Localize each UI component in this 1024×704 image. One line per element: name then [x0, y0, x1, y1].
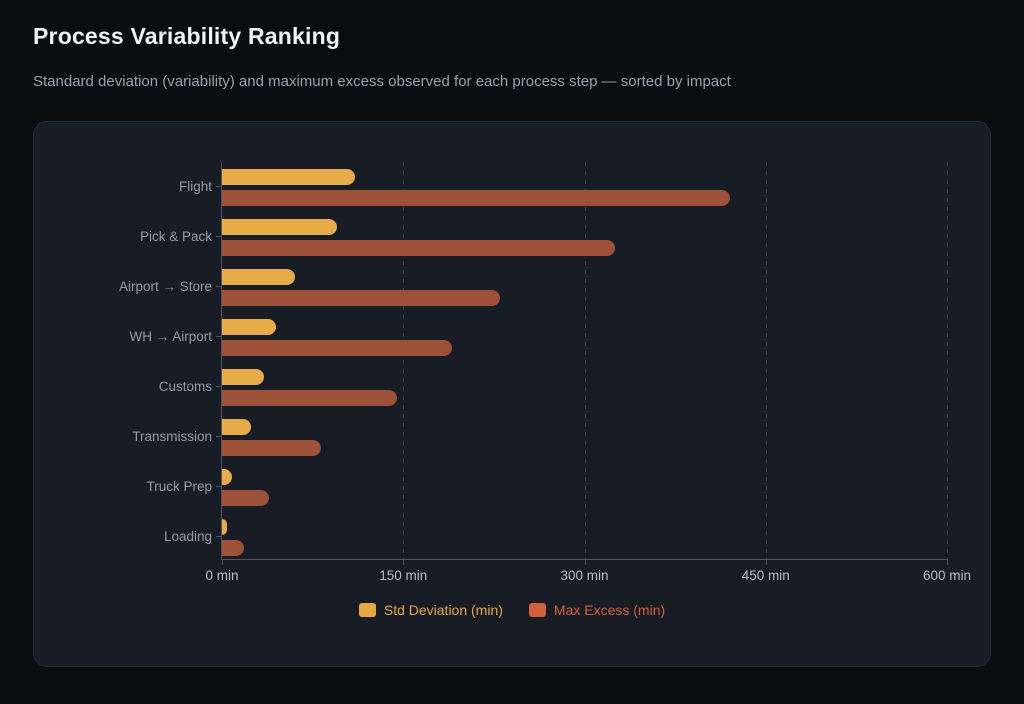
category-label-truck-prep: Truck Prep [146, 479, 212, 494]
x-tick-mark-600 [947, 559, 948, 565]
bar-row-customs: Customs [159, 362, 947, 412]
x-tick-mark-0 [222, 559, 223, 565]
bar-std-deviation-min-flight [222, 169, 355, 185]
gridline-600 [947, 162, 948, 559]
page-subtitle: Standard deviation (variability) and max… [33, 73, 731, 90]
gridline-300 [584, 162, 586, 559]
category-label-flight: Flight [178, 179, 212, 194]
category-label-customs: Customs [158, 379, 212, 394]
bar-std-deviation-min-wh-airport [222, 319, 277, 335]
y-tick-customs [216, 386, 222, 387]
chart-legend: Std Deviation (min) Max Excess (min) [34, 602, 990, 618]
x-tick-label-0: 0 min [205, 568, 239, 583]
bar-row-flight: Flight [179, 162, 947, 212]
bar-std-deviation-min-customs [222, 369, 265, 385]
y-tick-flight [216, 186, 222, 187]
category-label-loading: Loading [163, 529, 212, 544]
page-title: Process Variability Ranking [33, 23, 341, 49]
bar-max-excess-min-loading [222, 540, 244, 556]
legend-swatch-max-excess-min [528, 603, 546, 617]
bar-max-excess-min-truck-prep [222, 490, 270, 506]
legend-label-max-excess-min: Max Excess (min) [553, 602, 666, 618]
category-label-transmission: Transmission [132, 429, 212, 444]
x-tick-label-300: 300 min [560, 568, 609, 583]
legend-item-max-excess-min[interactable]: Max Excess (min) [528, 602, 666, 618]
bar-std-deviation-min-airport-store [222, 269, 295, 285]
bar-max-excess-min-transmission [222, 440, 322, 456]
category-label-pick-pack: Pick & Pack [139, 229, 212, 244]
bar-row-pick-pack: Pick & Pack [140, 212, 947, 262]
bar-max-excess-min-pick-pack [222, 240, 615, 256]
bar-row-loading: Loading [164, 512, 947, 562]
chart-card: Flight Pick & Pack Airport → Store WH → Air… [33, 121, 991, 667]
category-label-wh-airport: WH → Airport [129, 329, 212, 344]
legend-label-std-deviation-min: Std Deviation (min) [383, 602, 503, 618]
gridline-450 [765, 162, 767, 559]
y-tick-loading [216, 536, 222, 537]
bar-std-deviation-min-pick-pack [222, 219, 337, 235]
bar-std-deviation-min-transmission [222, 419, 251, 435]
bar-row-truck-prep: Truck Prep [146, 462, 947, 512]
x-tick-label-150: 150 min [379, 568, 428, 583]
bar-row-airport-store: Airport → Store [119, 262, 947, 312]
category-label-airport-store: Airport → Store [118, 279, 212, 294]
y-tick-truck-prep [216, 486, 222, 487]
legend-item-std-deviation-min[interactable]: Std Deviation (min) [358, 602, 503, 618]
x-tick-mark-150 [403, 559, 405, 565]
bar-max-excess-min-customs [222, 390, 398, 406]
x-tick-label-600: 600 min [922, 568, 972, 583]
bar-max-excess-min-airport-store [222, 290, 500, 306]
gridline-150 [403, 162, 405, 559]
bar-std-deviation-min-loading [222, 519, 227, 535]
y-tick-transmission [216, 436, 222, 437]
y-tick-pick-pack [216, 236, 222, 237]
x-tick-mark-300 [584, 559, 586, 565]
x-tick-label-450: 450 min [741, 568, 790, 583]
plot-area: Flight Pick & Pack Airport → Store WH → Air… [119, 162, 971, 583]
bar-row-wh-airport: WH → Airport [129, 312, 947, 362]
y-tick-wh-airport [216, 336, 222, 337]
bar-row-transmission: Transmission [132, 412, 947, 462]
bar-std-deviation-min-truck-prep [222, 469, 232, 485]
bar-max-excess-min-wh-airport [222, 340, 452, 356]
y-tick-airport-store [216, 286, 222, 287]
bar-max-excess-min-flight [222, 190, 730, 206]
x-tick-mark-450 [765, 559, 767, 565]
legend-swatch-std-deviation-min [358, 603, 376, 617]
